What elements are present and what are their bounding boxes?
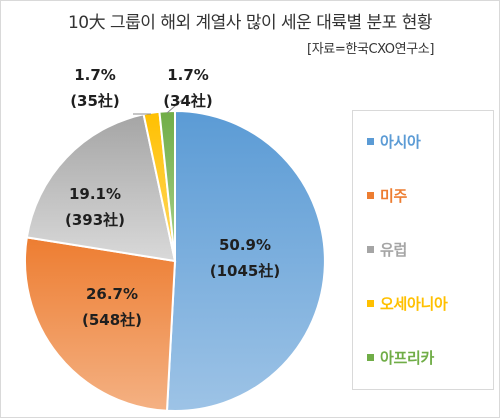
slice-percent-label: 26.7% <box>86 285 138 303</box>
slice-percent-label: 1.7% <box>167 66 209 84</box>
legend-label: 유럽 <box>380 241 408 259</box>
slice-percent-label: 50.9% <box>219 236 271 254</box>
pie-slice-1 <box>165 109 326 412</box>
slice-count-label: (1045社) <box>210 262 280 280</box>
pie-slice-5 <box>158 109 176 262</box>
legend-swatch <box>367 246 374 253</box>
legend-label: 오세아니아 <box>380 295 448 313</box>
legend-label: 아프리카 <box>380 349 435 367</box>
legend-label: 아시아 <box>380 133 421 151</box>
legend-swatch <box>367 138 374 145</box>
slice-percent-label: 1.7% <box>74 66 116 84</box>
slice-count-label: (35社) <box>70 92 120 110</box>
slice-percent-label: 19.1% <box>69 185 121 203</box>
legend-item: 아프리카 <box>367 347 434 368</box>
legend-item: 유럽 <box>367 239 407 260</box>
slice-count-label: (393社) <box>65 211 125 229</box>
slice-count-label: (34社) <box>163 92 213 110</box>
chart-source: [자료=한국CXO연구소] <box>307 42 434 57</box>
slice-count-label: (548社) <box>82 311 142 329</box>
pie-slice-3 <box>25 113 177 263</box>
legend-item: 오세아니아 <box>367 293 448 314</box>
legend-swatch <box>367 192 374 199</box>
pie-slice-2 <box>24 236 177 412</box>
legend-item: 아시아 <box>367 131 421 152</box>
chart-title: 10大 그룹이 해외 계열사 많이 세운 대륙별 분포 현황 <box>67 13 433 33</box>
legend-item: 미주 <box>367 185 407 206</box>
legend-label: 미주 <box>380 187 408 205</box>
legend-swatch <box>367 354 374 361</box>
leader-line <box>166 98 184 114</box>
legend-swatch <box>367 300 374 307</box>
